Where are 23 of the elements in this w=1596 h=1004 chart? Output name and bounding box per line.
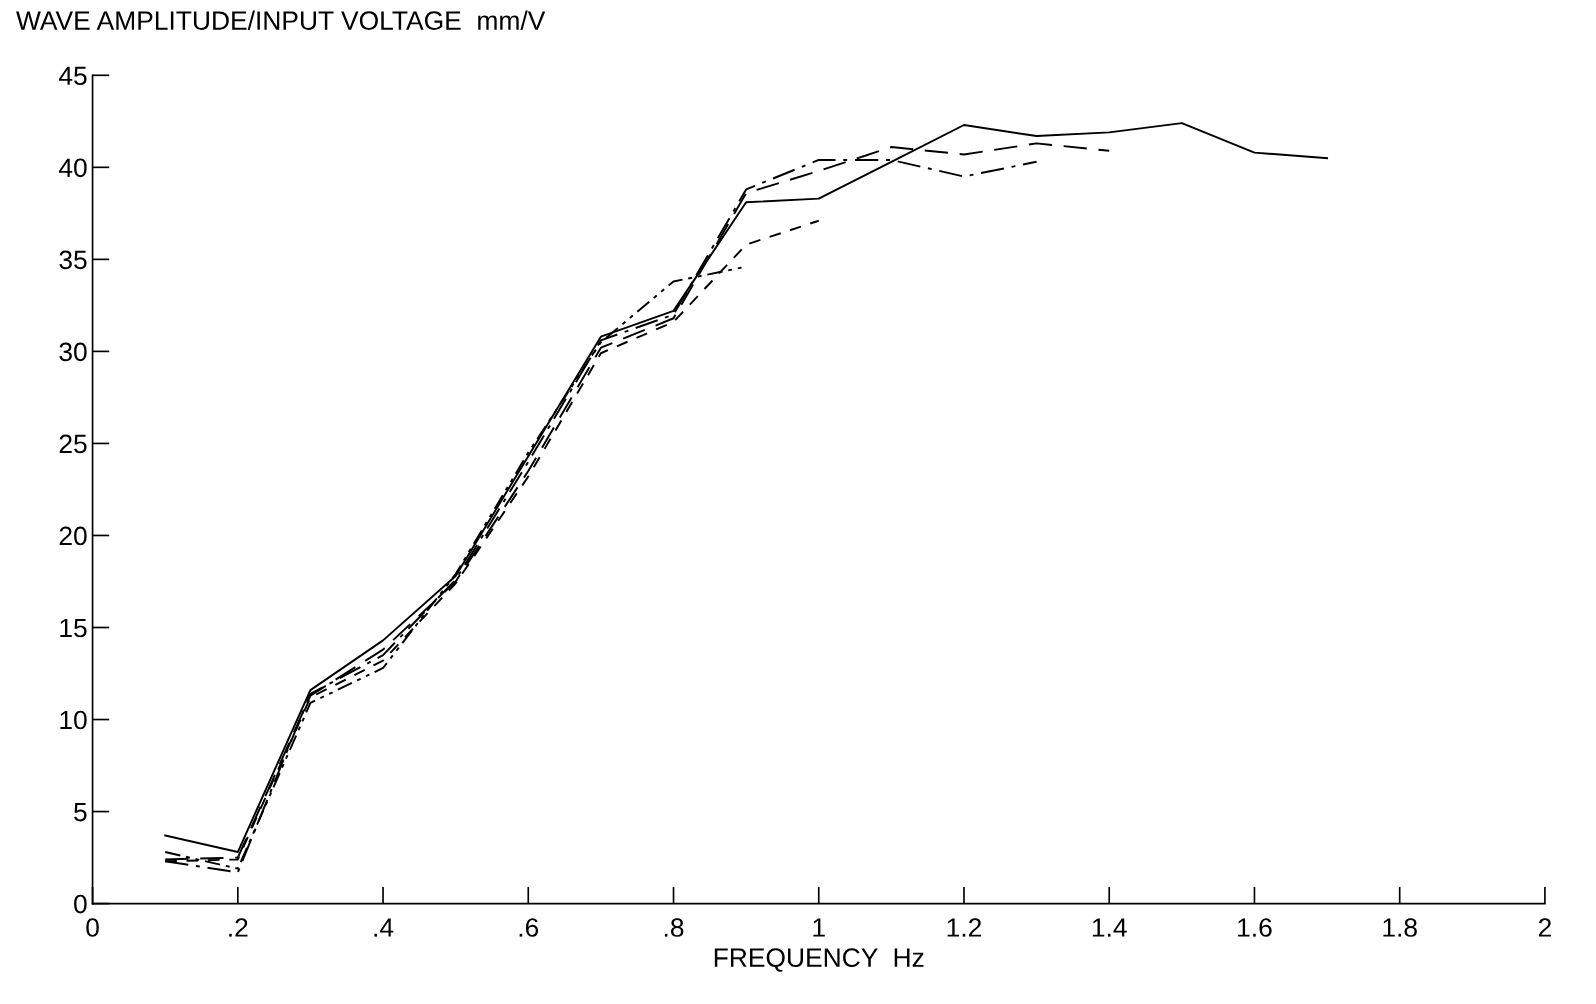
y-tick-label: 15 bbox=[60, 618, 87, 638]
x-axis-title: FREQUENCY Hz bbox=[714, 948, 924, 972]
x-tick-label: .8 bbox=[664, 918, 684, 937]
y-tick-label: 35 bbox=[59, 250, 87, 270]
x-tick-label: 1 bbox=[813, 918, 825, 937]
y-tick-label: 5 bbox=[74, 802, 87, 822]
x-tick-label: 1.6 bbox=[1238, 918, 1272, 937]
x-tick-label: 1.8 bbox=[1383, 918, 1417, 937]
y-tick-label: 45 bbox=[58, 66, 87, 86]
x-tick-label: 2 bbox=[1538, 918, 1551, 937]
x-tick-label: 1.2 bbox=[947, 918, 981, 937]
y-tick-label: 25 bbox=[59, 434, 87, 454]
y-tick-label: 40 bbox=[58, 158, 87, 178]
x-tick-label: .6 bbox=[519, 918, 539, 937]
x-tick-label: 0 bbox=[86, 918, 99, 937]
x-tick-label: .4 bbox=[374, 918, 394, 937]
y-tick-label: 0 bbox=[74, 894, 87, 914]
y-tick-label: 10 bbox=[60, 710, 87, 730]
x-tick-label: .2 bbox=[229, 918, 248, 937]
x-tick-label: 1.4 bbox=[1092, 918, 1127, 937]
y-axis-title: WAVE AMPLITUDE/INPUT VOLTAGE mm/V bbox=[16, 10, 546, 30]
y-tick-label: 30 bbox=[59, 342, 87, 362]
y-tick-label: 20 bbox=[59, 526, 87, 546]
